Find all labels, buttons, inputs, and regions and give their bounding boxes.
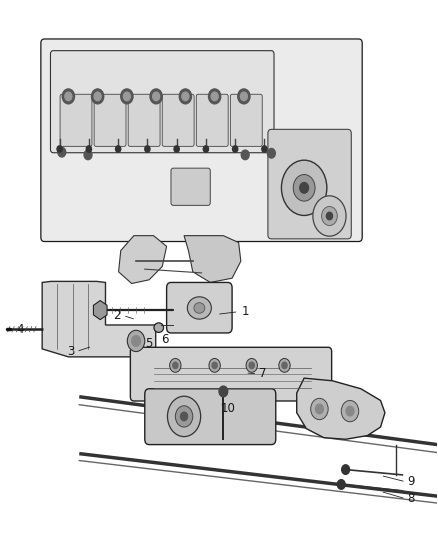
Ellipse shape	[187, 297, 212, 319]
FancyBboxPatch shape	[41, 39, 362, 241]
Polygon shape	[119, 236, 166, 284]
Circle shape	[268, 149, 276, 158]
Circle shape	[240, 92, 247, 101]
Text: 6: 6	[161, 333, 168, 346]
Circle shape	[57, 146, 62, 152]
Circle shape	[233, 146, 238, 152]
Circle shape	[321, 206, 337, 225]
Circle shape	[282, 160, 327, 215]
Circle shape	[346, 406, 354, 416]
Circle shape	[313, 196, 346, 236]
Circle shape	[121, 89, 133, 104]
Circle shape	[342, 465, 350, 474]
Text: 10: 10	[220, 402, 235, 415]
Circle shape	[127, 330, 145, 352]
Circle shape	[238, 89, 250, 104]
Ellipse shape	[194, 303, 205, 313]
Circle shape	[58, 148, 66, 157]
Circle shape	[246, 359, 258, 372]
Circle shape	[337, 480, 345, 489]
Text: 4: 4	[17, 322, 24, 336]
Circle shape	[175, 406, 193, 427]
FancyBboxPatch shape	[230, 94, 262, 147]
Circle shape	[65, 92, 72, 101]
Circle shape	[341, 400, 359, 422]
Circle shape	[167, 396, 201, 437]
Text: 8: 8	[407, 492, 415, 505]
Circle shape	[150, 89, 162, 104]
Text: 1: 1	[241, 305, 249, 318]
Circle shape	[152, 92, 159, 101]
Circle shape	[116, 146, 121, 152]
Circle shape	[182, 92, 189, 101]
Circle shape	[173, 362, 178, 368]
FancyBboxPatch shape	[196, 94, 228, 147]
Circle shape	[279, 359, 290, 372]
Circle shape	[124, 92, 131, 101]
Text: 3: 3	[67, 345, 74, 358]
Circle shape	[262, 146, 267, 152]
Circle shape	[249, 362, 254, 368]
FancyBboxPatch shape	[268, 130, 351, 239]
Circle shape	[94, 92, 101, 101]
Text: 2: 2	[113, 309, 120, 322]
FancyBboxPatch shape	[131, 348, 332, 401]
Circle shape	[145, 146, 150, 152]
Circle shape	[132, 336, 141, 346]
FancyBboxPatch shape	[60, 94, 92, 147]
FancyBboxPatch shape	[145, 389, 276, 445]
Circle shape	[84, 150, 92, 160]
Polygon shape	[42, 281, 155, 357]
Text: 5: 5	[145, 337, 153, 350]
Circle shape	[203, 146, 208, 152]
Text: 7: 7	[259, 367, 266, 381]
FancyBboxPatch shape	[50, 51, 274, 153]
Polygon shape	[184, 236, 241, 282]
FancyBboxPatch shape	[162, 94, 194, 147]
Polygon shape	[297, 378, 385, 439]
Circle shape	[311, 398, 328, 419]
Circle shape	[326, 212, 332, 220]
Circle shape	[174, 146, 179, 152]
Circle shape	[180, 412, 187, 421]
Circle shape	[209, 359, 220, 372]
Circle shape	[282, 362, 287, 368]
Ellipse shape	[154, 323, 163, 333]
Circle shape	[62, 89, 74, 104]
Circle shape	[211, 92, 218, 101]
Text: 9: 9	[407, 475, 415, 488]
Circle shape	[241, 150, 249, 160]
Circle shape	[208, 89, 221, 104]
Circle shape	[219, 386, 228, 397]
FancyBboxPatch shape	[128, 94, 160, 147]
FancyBboxPatch shape	[171, 168, 210, 205]
Circle shape	[179, 89, 191, 104]
Circle shape	[212, 362, 217, 368]
FancyBboxPatch shape	[94, 94, 126, 147]
Circle shape	[92, 89, 104, 104]
Circle shape	[170, 359, 181, 372]
Circle shape	[300, 182, 308, 193]
Circle shape	[315, 404, 323, 414]
Circle shape	[293, 174, 315, 201]
Circle shape	[86, 146, 92, 152]
FancyBboxPatch shape	[166, 282, 232, 333]
